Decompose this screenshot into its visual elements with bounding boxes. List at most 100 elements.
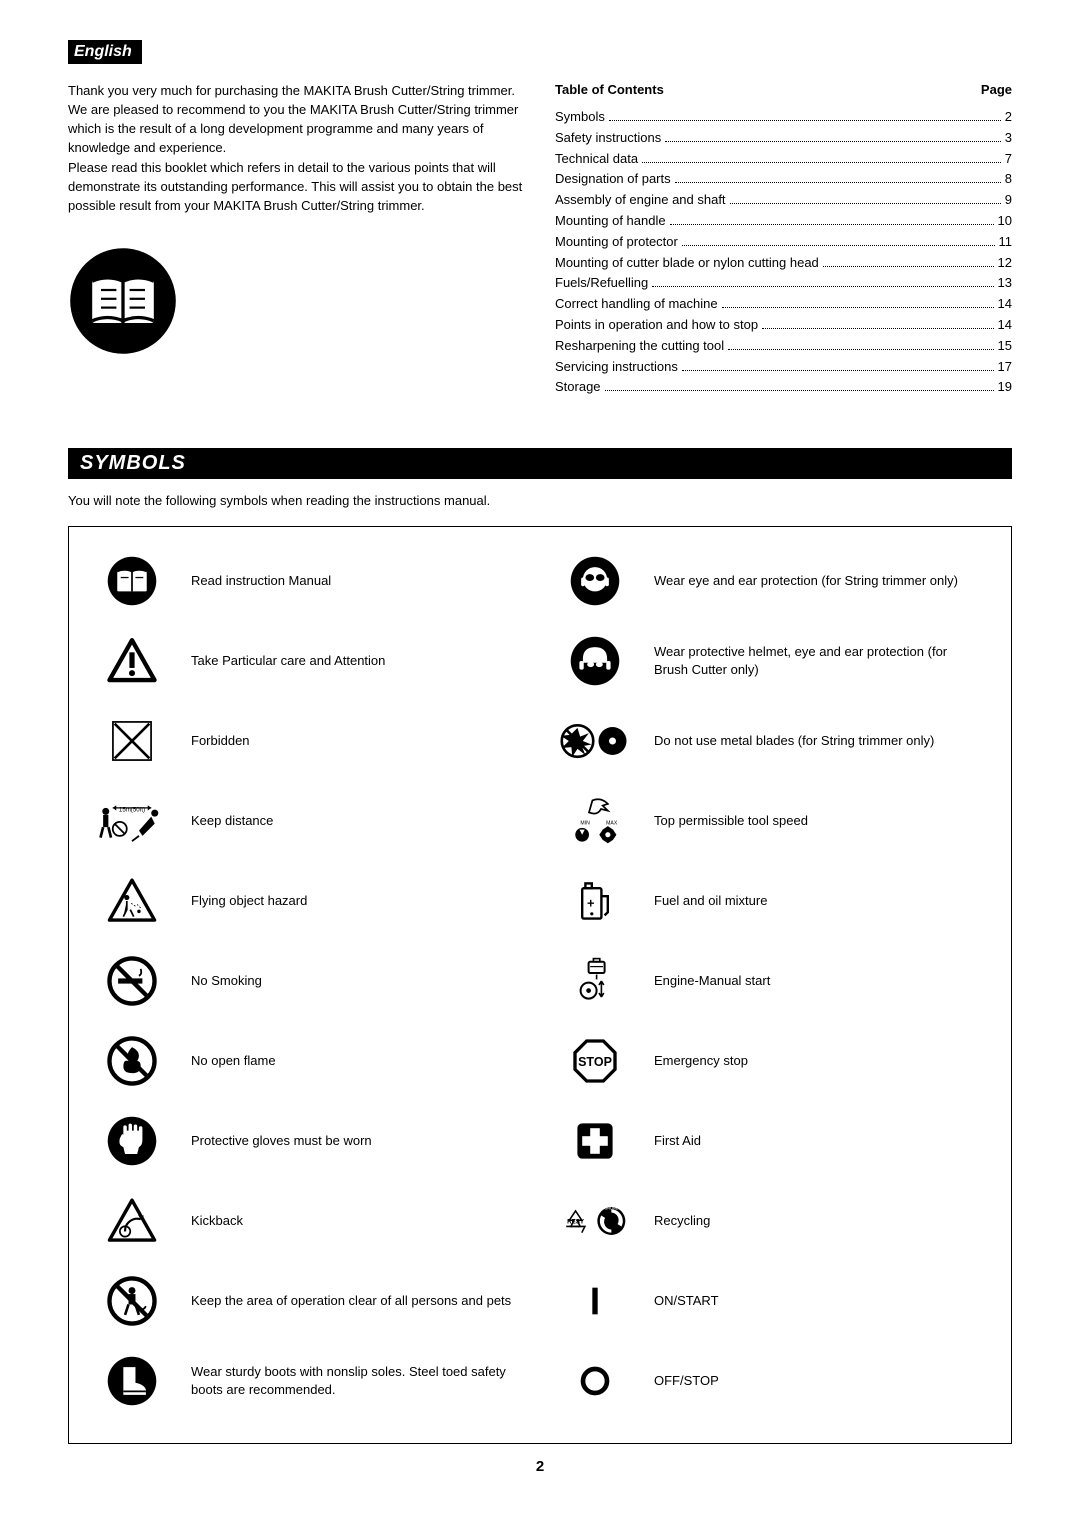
symbol-row: First Aid bbox=[560, 1105, 983, 1177]
symbol-row: Do not use metal blades (for String trim… bbox=[560, 705, 983, 777]
toc-item-page: 15 bbox=[998, 336, 1012, 357]
symbol-row: Engine-Manual start bbox=[560, 945, 983, 1017]
eye-ear-protection-icon bbox=[560, 551, 630, 611]
symbols-grid: Read instruction Manual Take Particular c… bbox=[97, 545, 983, 1425]
flying-object-icon bbox=[97, 871, 167, 931]
symbol-label: Top permissible tool speed bbox=[654, 812, 808, 830]
symbol-row: MINMAXTop permissible tool speed bbox=[560, 785, 983, 857]
toc-row: Servicing instructions 17 bbox=[555, 357, 1012, 378]
gloves-icon bbox=[97, 1111, 167, 1171]
symbol-label: No open flame bbox=[191, 1052, 276, 1070]
symbol-label: Emergency stop bbox=[654, 1052, 748, 1070]
symbol-row: STOPEmergency stop bbox=[560, 1025, 983, 1097]
off-stop-icon bbox=[560, 1351, 630, 1411]
attention-icon bbox=[97, 631, 167, 691]
toc-item-title: Correct handling of machine bbox=[555, 294, 718, 315]
symbols-left-column: Read instruction Manual Take Particular c… bbox=[97, 545, 520, 1425]
helmet-protection-icon bbox=[560, 631, 630, 691]
toc-item-title: Designation of parts bbox=[555, 169, 671, 190]
read-manual-large-icon bbox=[68, 246, 525, 356]
symbol-row: No open flame bbox=[97, 1025, 520, 1097]
toc-header-left: Table of Contents bbox=[555, 82, 664, 97]
symbol-label: Wear protective helmet, eye and ear prot… bbox=[654, 643, 983, 679]
toc-dots bbox=[642, 162, 1001, 163]
toc-item-page: 17 bbox=[998, 357, 1012, 378]
toc-dots bbox=[682, 370, 994, 371]
symbol-label: No Smoking bbox=[191, 972, 262, 990]
toc-item-page: 7 bbox=[1005, 149, 1012, 170]
symbol-label: Forbidden bbox=[191, 732, 250, 750]
symbol-label: Flying object hazard bbox=[191, 892, 307, 910]
symbol-row: Take Particular care and Attention bbox=[97, 625, 520, 697]
symbol-row: No Smoking bbox=[97, 945, 520, 1017]
symbol-label: Keep distance bbox=[191, 812, 273, 830]
first-aid-icon bbox=[560, 1111, 630, 1171]
toc-item-page: 12 bbox=[998, 253, 1012, 274]
toc-dots bbox=[605, 390, 994, 391]
toc-row: Designation of parts 8 bbox=[555, 169, 1012, 190]
symbol-label: Read instruction Manual bbox=[191, 572, 331, 590]
symbol-label: Protective gloves must be worn bbox=[191, 1132, 372, 1150]
svg-text:RESY: RESY bbox=[567, 1218, 585, 1225]
toc-item-title: Mounting of handle bbox=[555, 211, 666, 232]
no-metal-blades-icon bbox=[560, 711, 630, 771]
toc-row: Points in operation and how to stop14 bbox=[555, 315, 1012, 336]
toc-row: Mounting of cutter blade or nylon cuttin… bbox=[555, 253, 1012, 274]
intro-column: Thank you very much for purchasing the M… bbox=[68, 82, 525, 398]
symbol-label: Do not use metal blades (for String trim… bbox=[654, 732, 934, 750]
symbol-label: Kickback bbox=[191, 1212, 243, 1230]
boots-icon bbox=[97, 1351, 167, 1411]
toc-row: Symbols2 bbox=[555, 107, 1012, 128]
toc-item-title: Fuels/Refuelling bbox=[555, 273, 648, 294]
symbol-label: Engine-Manual start bbox=[654, 972, 770, 990]
toc-item-page: 2 bbox=[1005, 107, 1012, 128]
svg-text:MAX: MAX bbox=[606, 821, 618, 827]
symbol-label: OFF/STOP bbox=[654, 1372, 719, 1390]
toc-row: Storage19 bbox=[555, 377, 1012, 398]
symbol-row: Wear sturdy boots with nonslip soles. St… bbox=[97, 1345, 520, 1417]
toc-row: Safety instructions3 bbox=[555, 128, 1012, 149]
symbol-row: 15m(50ft) Keep distance bbox=[97, 785, 520, 857]
toc-dots bbox=[823, 266, 994, 267]
symbol-label: Wear eye and ear protection (for String … bbox=[654, 572, 958, 590]
toc-dots bbox=[730, 203, 1001, 204]
toc-row: Assembly of engine and shaft9 bbox=[555, 190, 1012, 211]
toc-item-title: Storage bbox=[555, 377, 601, 398]
toc-row: Fuels/Refuelling13 bbox=[555, 273, 1012, 294]
read-manual-icon bbox=[97, 551, 167, 611]
forbidden-icon bbox=[97, 711, 167, 771]
symbol-label: ON/START bbox=[654, 1292, 719, 1310]
symbol-row: RESY GRÜNE Recycling bbox=[560, 1185, 983, 1257]
symbols-box: Read instruction Manual Take Particular c… bbox=[68, 526, 1012, 1444]
table-of-contents: Table of Contents Page Symbols2Safety in… bbox=[555, 82, 1012, 398]
intro-paragraph-1: Thank you very much for purchasing the M… bbox=[68, 82, 525, 157]
page-number: 2 bbox=[68, 1458, 1012, 1475]
symbol-label: Keep the area of operation clear of all … bbox=[191, 1292, 511, 1310]
symbol-row: Forbidden bbox=[97, 705, 520, 777]
on-start-icon bbox=[560, 1271, 630, 1331]
no-flame-icon bbox=[97, 1031, 167, 1091]
toc-row: Mounting of handle10 bbox=[555, 211, 1012, 232]
symbol-label: Recycling bbox=[654, 1212, 710, 1230]
toc-item-page: 3 bbox=[1005, 128, 1012, 149]
toc-item-page: 14 bbox=[998, 315, 1012, 336]
keep-distance-icon: 15m(50ft) bbox=[97, 791, 167, 851]
recycling-icon: RESY GRÜNE bbox=[560, 1191, 630, 1251]
symbol-row: Protective gloves must be worn bbox=[97, 1105, 520, 1177]
toc-dots bbox=[670, 224, 994, 225]
symbol-row: Wear protective helmet, eye and ear prot… bbox=[560, 625, 983, 697]
toc-row: Resharpening the cutting tool15 bbox=[555, 336, 1012, 357]
symbol-row: Flying object hazard bbox=[97, 865, 520, 937]
language-tag: English bbox=[68, 40, 142, 64]
no-smoking-icon bbox=[97, 951, 167, 1011]
kickback-icon bbox=[97, 1191, 167, 1251]
toc-row: Technical data7 bbox=[555, 149, 1012, 170]
toc-item-title: Servicing instructions bbox=[555, 357, 678, 378]
toc-item-page: 8 bbox=[1005, 169, 1012, 190]
svg-text:+: + bbox=[587, 896, 594, 911]
toc-row: Mounting of protector11 bbox=[555, 232, 1012, 253]
symbols-heading: SYMBOLS bbox=[68, 448, 1012, 479]
svg-text:GRÜNE: GRÜNE bbox=[604, 1205, 618, 1210]
toc-dots bbox=[609, 120, 1001, 121]
symbol-label: Fuel and oil mixture bbox=[654, 892, 767, 910]
